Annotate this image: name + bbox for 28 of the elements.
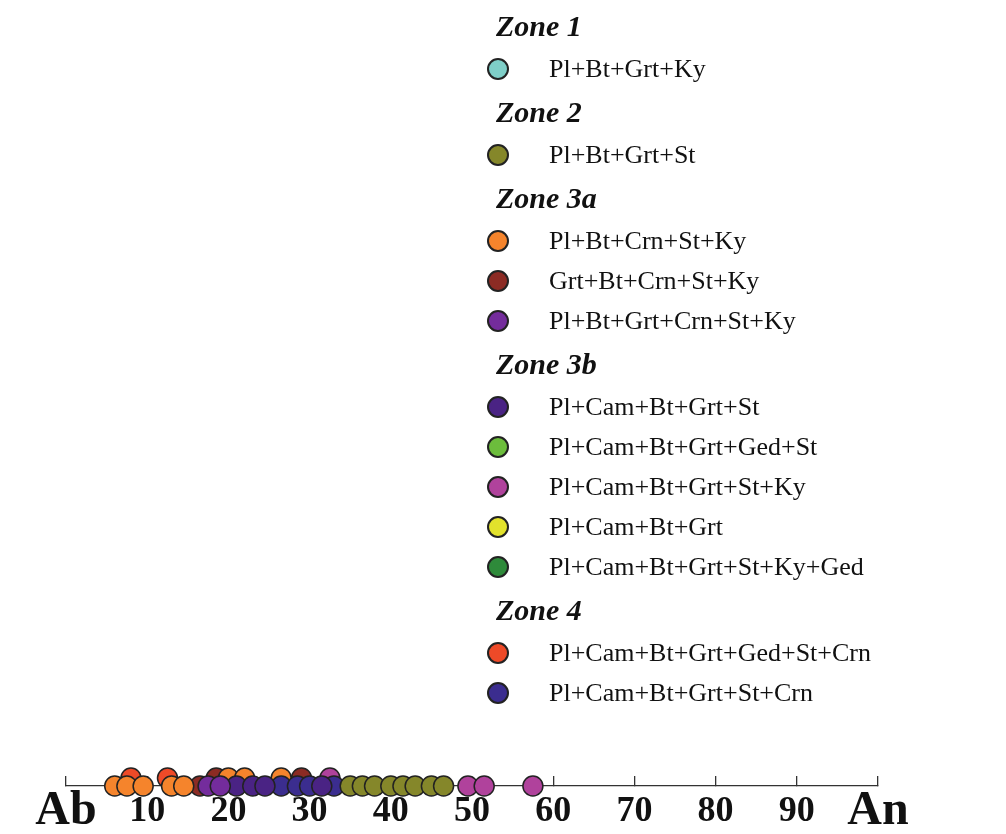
legend-label: Grt+Bt+Crn+St+Ky	[549, 266, 760, 296]
text: Zone 3a	[495, 180, 598, 216]
legend-label: Pl+Cam+Bt+Grt+St+Ky	[549, 472, 806, 502]
legend-label: Pl+Cam+Bt+Grt+St+Crn	[549, 678, 814, 708]
legend-label: Pl+Bt+Grt+Crn+St+Ky	[549, 306, 796, 336]
legend-label: Pl+Cam+Bt+Grt+Ged+St	[549, 432, 818, 462]
x-tick-label: 10	[129, 789, 166, 830]
legend-label: Pl+Bt+Grt+St	[549, 140, 696, 170]
text: Zone 3b	[495, 346, 598, 382]
legend-label: Pl+Bt+Crn+St+Ky	[549, 226, 747, 256]
legend-label: Pl+Cam+Bt+Grt+St+Ky+Ged	[549, 552, 864, 582]
x-tick-label: 20	[210, 789, 247, 830]
x-tick-label: 90	[778, 789, 815, 830]
x-tick-label: 50	[454, 789, 490, 830]
text: Zone 4	[495, 592, 583, 628]
x-tick-label: Ab	[35, 781, 97, 834]
x-tick-label: 60	[535, 789, 572, 830]
text: Zone 1	[495, 8, 583, 44]
x-tick-label: 30	[291, 789, 328, 830]
text: Zone 2	[495, 94, 583, 130]
legend-label: Pl+Bt+Grt+Ky	[549, 54, 706, 84]
x-tick-label: An	[847, 781, 909, 834]
x-tick-label: 70	[616, 789, 653, 830]
legend-label: Pl+Cam+Bt+Grt	[549, 512, 724, 542]
legend-label: Pl+Cam+Bt+Grt+St	[549, 392, 760, 422]
x-tick-label: 80	[697, 789, 734, 830]
x-tick-label: 40	[372, 789, 409, 830]
legend-label: Pl+Cam+Bt+Grt+Ged+St+Crn	[549, 638, 871, 668]
